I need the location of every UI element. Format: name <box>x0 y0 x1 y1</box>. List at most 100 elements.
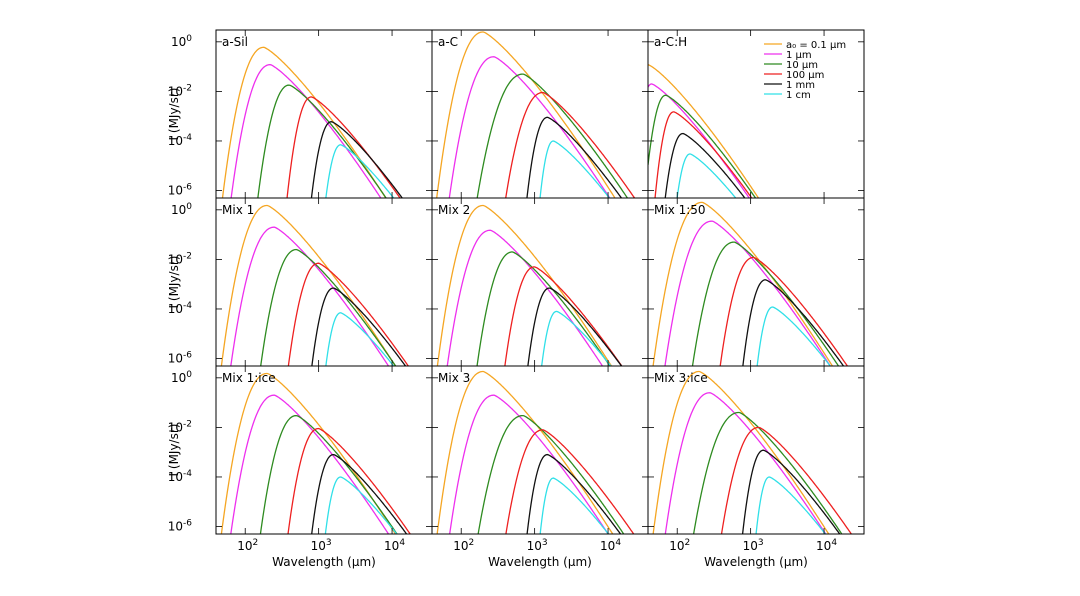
series-line-3 <box>505 429 635 534</box>
series-line-3 <box>719 256 849 366</box>
series-line-1 <box>230 394 390 534</box>
panel-title: a-Sil <box>222 35 248 49</box>
y-tick-label: 10-6 <box>168 351 193 366</box>
series-line-0 <box>652 201 834 366</box>
series-line-4 <box>311 287 407 366</box>
series-line-4 <box>527 287 623 366</box>
y-axis-label: I (MJy/sr) <box>167 256 181 309</box>
series-line-2 <box>260 248 397 366</box>
x-tick-label: 102 <box>237 538 258 553</box>
x-tick-label: 102 <box>669 538 690 553</box>
x-tick-label: 103 <box>311 538 332 553</box>
panel-title: a-C:H <box>654 35 687 49</box>
panel-mix-3: 102 103 104 Mix 3 Wavelength (μm) <box>431 365 649 569</box>
panel-frame <box>215 197 433 367</box>
series-line-0 <box>648 64 760 198</box>
panel-title: Mix 1:ice <box>222 371 276 385</box>
panel-title: a-C <box>438 35 458 49</box>
x-tick-label: 104 <box>384 538 405 553</box>
legend-entry: a₀ = 0.1 μm <box>786 40 846 51</box>
series-line-5 <box>324 476 398 534</box>
series-line-1 <box>449 394 609 534</box>
series-line-3 <box>720 426 853 534</box>
panel-title: Mix 2 <box>438 203 470 217</box>
series-line-2 <box>259 414 398 534</box>
x-tick-label: 104 <box>600 538 621 553</box>
series-line-4 <box>310 121 404 198</box>
y-axis-label: I (MJy/sr) <box>167 424 181 477</box>
series-line-4 <box>526 116 623 198</box>
series-line-3 <box>287 427 411 534</box>
x-tick-label: 104 <box>816 538 837 553</box>
legend-entry: 10 μm <box>786 60 818 71</box>
series-line-0 <box>436 31 616 198</box>
x-axis-label: Wavelength (μm) <box>272 555 376 569</box>
y-tick-label: 10-6 <box>168 519 193 534</box>
legend-entry: 1 cm <box>786 90 811 101</box>
series-line-1 <box>448 56 611 198</box>
series-line-5 <box>676 153 737 198</box>
panel-frame <box>215 29 433 199</box>
panel-a-c-h: a-C:H <box>647 29 865 199</box>
panel-title: Mix 1:50 <box>654 203 706 217</box>
panel-title: Mix 1 <box>222 203 254 217</box>
series-line-4 <box>311 453 408 534</box>
series-line-1 <box>648 83 751 198</box>
legend-entry: 1 mm <box>786 80 815 91</box>
series-line-2 <box>476 73 629 198</box>
series-line-4 <box>664 132 746 198</box>
legend-entry: 1 μm <box>786 50 812 61</box>
series-line-2 <box>692 411 843 534</box>
series-line-0 <box>220 204 397 366</box>
series-line-5 <box>325 144 395 198</box>
series-line-1 <box>664 392 827 534</box>
series-line-4 <box>526 453 622 534</box>
series-line-5 <box>541 310 612 366</box>
series-line-5 <box>756 306 832 366</box>
series-line-5 <box>325 312 395 366</box>
x-tick-label: 103 <box>527 538 548 553</box>
y-tick-label: 10-6 <box>168 183 193 198</box>
series-line-2 <box>477 414 625 534</box>
x-tick-label: 102 <box>453 538 474 553</box>
panel-mix-3-ice: 102 103 104 Mix 3:ice Wavelength (μm) <box>647 365 865 569</box>
panel-mix-1-50: Mix 1:50 <box>647 197 865 367</box>
legend-entry: 100 μm <box>786 70 824 81</box>
panel-mix-2: Mix 2 <box>431 197 649 367</box>
series-line-2 <box>257 84 387 198</box>
panel-frame <box>647 29 865 199</box>
series-line-3 <box>286 96 401 198</box>
series-line-4 <box>742 279 845 366</box>
y-axis-label: I (MJy/sr) <box>167 88 181 141</box>
y-tick-label: 100 <box>171 370 192 385</box>
panel-title: Mix 3 <box>438 371 470 385</box>
panel-a-c: a-C <box>431 29 649 199</box>
x-axis-label: Wavelength (μm) <box>704 555 808 569</box>
series-line-2 <box>691 241 840 366</box>
series-line-3 <box>505 91 636 198</box>
series-line-5 <box>539 477 610 534</box>
series-line-0 <box>436 370 614 534</box>
series-line-2 <box>476 251 611 366</box>
series-line-4 <box>741 449 841 534</box>
series-line-1 <box>230 64 382 198</box>
series-line-3 <box>287 262 410 366</box>
series-line-2 <box>648 94 757 198</box>
series-line-0 <box>436 204 613 366</box>
series-line-0 <box>221 46 387 198</box>
x-axis-label: Wavelength (μm) <box>488 555 592 569</box>
y-tick-label: 100 <box>171 202 192 217</box>
panel-frame <box>431 197 649 367</box>
series-line-1 <box>664 220 832 366</box>
series-line-0 <box>652 370 830 534</box>
panel-frame <box>647 365 865 535</box>
panel-title: Mix 3:ice <box>654 371 708 385</box>
series-line-5 <box>539 140 611 198</box>
series-line-3 <box>654 111 753 198</box>
series-line-1 <box>446 229 604 366</box>
